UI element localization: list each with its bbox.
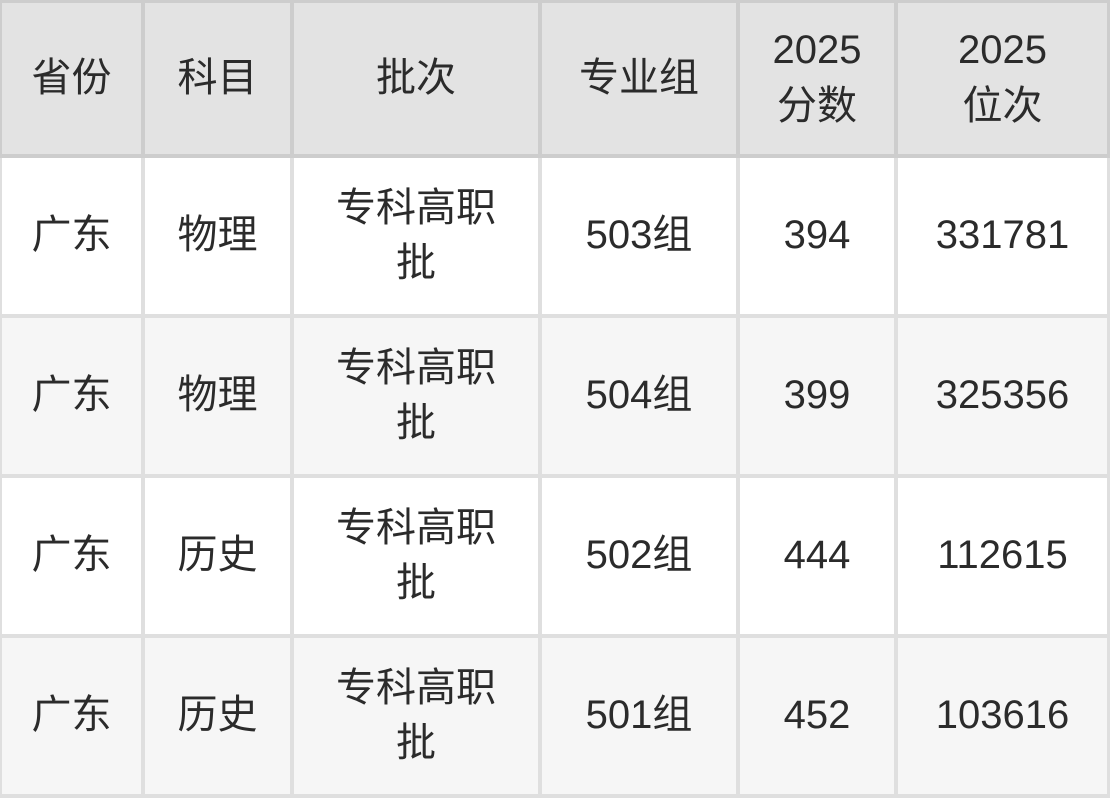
cell-rank-2025: 325356 [898,318,1110,478]
cell-rank-2025: 103616 [898,638,1110,798]
cell-province: 广东 [0,638,145,798]
cell-subject: 历史 [145,638,294,798]
header-cell-province: 省份 [0,0,145,158]
value-batch: 专科高职批 [336,185,496,285]
value-score-2025: 444 [783,533,851,578]
value-rank-2025: 112615 [937,533,1068,578]
cell-major-group: 503组 [542,158,740,318]
cell-subject: 历史 [145,478,294,638]
value-batch: 专科高职批 [336,345,496,445]
value-score-2025: 452 [783,693,851,738]
header-label-score-2025: 2025分数 [772,28,862,128]
cell-batch: 专科高职批 [294,478,542,638]
value-major-group: 501组 [585,693,693,738]
value-batch: 专科高职批 [336,505,496,605]
value-province: 广东 [31,533,112,578]
header-label-major-group: 专业组 [579,55,699,100]
value-subject: 历史 [177,533,258,578]
cell-batch: 专科高职批 [294,158,542,318]
header-label-subject: 科目 [177,55,258,100]
cell-batch: 专科高职批 [294,318,542,478]
header-label-province: 省份 [31,55,112,100]
header-cell-rank-2025: 2025位次 [898,0,1110,158]
cell-major-group: 504组 [542,318,740,478]
cell-major-group: 502组 [542,478,740,638]
value-rank-2025: 325356 [935,373,1070,418]
header-cell-batch: 批次 [294,0,542,158]
value-rank-2025: 103616 [935,693,1070,738]
cell-province: 广东 [0,478,145,638]
header-cell-subject: 科目 [145,0,294,158]
header-cell-major-group: 专业组 [542,0,740,158]
cell-subject: 物理 [145,318,294,478]
cell-subject: 物理 [145,158,294,318]
cell-score-2025: 444 [740,478,898,638]
value-province: 广东 [31,693,112,738]
cell-score-2025: 452 [740,638,898,798]
cell-major-group: 501组 [542,638,740,798]
cell-batch: 专科高职批 [294,638,542,798]
value-score-2025: 399 [783,373,851,418]
cell-rank-2025: 112615 [898,478,1110,638]
cell-score-2025: 399 [740,318,898,478]
value-major-group: 504组 [585,373,693,418]
cell-score-2025: 394 [740,158,898,318]
value-batch: 专科高职批 [336,665,496,765]
header-label-batch: 批次 [376,55,456,100]
value-province: 广东 [31,373,112,418]
header-cell-score-2025: 2025分数 [740,0,898,158]
cell-rank-2025: 331781 [898,158,1110,318]
value-subject: 历史 [177,693,258,738]
header-label-rank-2025: 2025位次 [958,28,1047,128]
value-score-2025: 394 [783,213,851,258]
value-province: 广东 [31,213,112,258]
cell-province: 广东 [0,318,145,478]
value-major-group: 502组 [585,533,693,578]
cell-province: 广东 [0,158,145,318]
value-subject: 物理 [177,213,258,258]
value-rank-2025: 331781 [935,213,1070,258]
value-major-group: 503组 [585,213,693,258]
value-subject: 物理 [177,373,258,418]
